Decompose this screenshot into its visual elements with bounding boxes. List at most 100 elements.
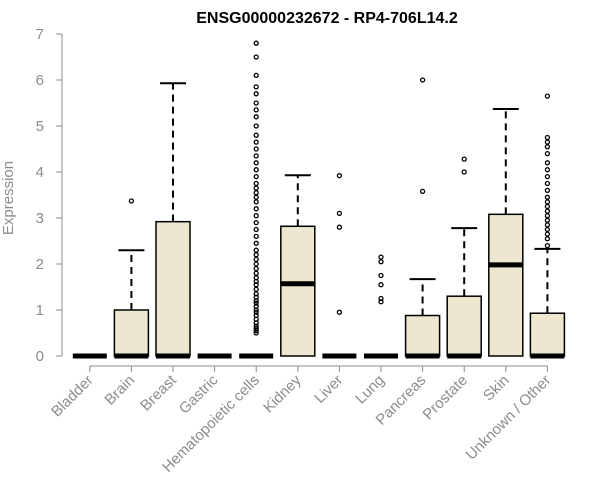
outlier-point bbox=[253, 325, 259, 332]
outlier-point bbox=[253, 286, 259, 292]
outlier-point bbox=[253, 185, 259, 191]
outlier-point bbox=[253, 312, 259, 319]
outlier-point bbox=[253, 153, 259, 159]
outlier-point bbox=[253, 265, 259, 272]
x-tick-label: Skin bbox=[480, 372, 513, 405]
x-tick-label: Lung bbox=[352, 372, 388, 408]
outlier-point bbox=[461, 156, 467, 162]
box-prostate bbox=[446, 156, 482, 359]
outlier-point bbox=[253, 40, 259, 46]
outlier-point bbox=[544, 187, 551, 194]
outlier-point bbox=[544, 139, 551, 145]
outlier-point bbox=[253, 190, 259, 196]
outlier-point bbox=[128, 198, 135, 204]
outlier-point bbox=[253, 309, 259, 315]
outlier-point bbox=[378, 282, 384, 288]
outlier-point bbox=[253, 256, 259, 263]
y-axis: 0 1 2 3 4 5 6 7 bbox=[36, 26, 63, 365]
outlier-point bbox=[336, 210, 343, 217]
box-rect bbox=[113, 309, 150, 357]
outlier-point bbox=[253, 84, 259, 90]
outlier-point bbox=[336, 173, 343, 179]
outlier-point bbox=[253, 303, 259, 309]
outlier-point bbox=[253, 233, 259, 240]
outlier-point bbox=[544, 144, 551, 150]
y-tick-label: 6 bbox=[36, 72, 44, 89]
outlier-point bbox=[544, 160, 551, 166]
outlier-point bbox=[253, 146, 259, 152]
outlier-point bbox=[253, 261, 259, 267]
x-tick-label: Prostate bbox=[419, 372, 471, 424]
outlier-point bbox=[253, 139, 259, 145]
outlier-point bbox=[544, 242, 551, 249]
outlier-point bbox=[253, 300, 259, 306]
outlier-point bbox=[544, 217, 551, 223]
box-breast bbox=[155, 82, 191, 359]
box-liver bbox=[322, 173, 357, 359]
outlier-point bbox=[253, 199, 259, 205]
outlier-point bbox=[378, 259, 384, 265]
outlier-point bbox=[253, 72, 259, 79]
x-tick-label: Brain bbox=[101, 372, 138, 409]
outlier-point bbox=[544, 134, 551, 141]
box-hematopoietic-cells bbox=[239, 40, 274, 359]
outlier-point bbox=[253, 167, 259, 173]
outlier-point bbox=[253, 282, 259, 288]
outlier-point bbox=[544, 199, 551, 205]
box-unknown-other bbox=[529, 93, 566, 359]
x-tick-label: Breast bbox=[137, 371, 180, 414]
y-tick-label: 0 bbox=[36, 348, 44, 365]
outlier-point bbox=[419, 188, 426, 194]
outlier-point bbox=[253, 123, 259, 129]
outlier-point bbox=[253, 291, 259, 297]
outlier-point bbox=[544, 203, 551, 210]
outlier-point bbox=[253, 107, 259, 113]
box-rect bbox=[404, 314, 441, 357]
outlier-point bbox=[253, 252, 259, 258]
outlier-point bbox=[253, 206, 259, 212]
outlier-point bbox=[544, 93, 551, 99]
outlier-point bbox=[336, 224, 343, 230]
outlier-point bbox=[253, 294, 259, 300]
outlier-point bbox=[253, 219, 259, 226]
box-rect bbox=[529, 312, 566, 357]
outlier-point bbox=[544, 222, 551, 228]
outlier-point bbox=[336, 309, 343, 315]
outlier-point bbox=[544, 213, 551, 219]
x-tick-label: Kidney bbox=[260, 371, 305, 416]
outlier-point bbox=[253, 173, 259, 180]
outlier-point bbox=[544, 180, 551, 187]
y-axis-label: Expression bbox=[0, 161, 17, 235]
x-tick-label: Liver bbox=[311, 372, 346, 407]
outlier-point bbox=[253, 247, 259, 253]
box-lung bbox=[364, 254, 398, 359]
box-kidney bbox=[280, 174, 316, 357]
y-tick-label: 3 bbox=[36, 210, 44, 227]
y-tick-label: 7 bbox=[36, 26, 44, 43]
box-rect bbox=[280, 225, 316, 357]
box-rect bbox=[446, 295, 482, 357]
outlier-point bbox=[253, 114, 259, 120]
outlier-point bbox=[544, 167, 551, 173]
y-tick-label: 4 bbox=[36, 164, 44, 181]
outlier-point bbox=[544, 231, 551, 237]
box-rect bbox=[155, 220, 191, 357]
outlier-point bbox=[253, 213, 259, 219]
outlier-point bbox=[253, 226, 259, 233]
outlier-point bbox=[544, 208, 551, 214]
outlier-point bbox=[544, 226, 551, 233]
chart-title: ENSG00000232672 - RP4-706L14.2 bbox=[196, 10, 458, 27]
outlier-point bbox=[253, 100, 259, 106]
outlier-point bbox=[378, 272, 384, 279]
outlier-point bbox=[544, 150, 551, 157]
y-tick-label: 5 bbox=[36, 118, 44, 135]
box-plots bbox=[72, 40, 566, 359]
outlier-point bbox=[253, 270, 259, 276]
x-tick-label: Bladder bbox=[48, 372, 97, 421]
y-tick-label: 2 bbox=[36, 256, 44, 273]
outlier-point bbox=[378, 295, 384, 302]
outlier-point bbox=[378, 299, 384, 305]
outlier-point bbox=[544, 173, 551, 180]
outlier-point bbox=[253, 240, 259, 246]
outlier-point bbox=[253, 194, 259, 200]
